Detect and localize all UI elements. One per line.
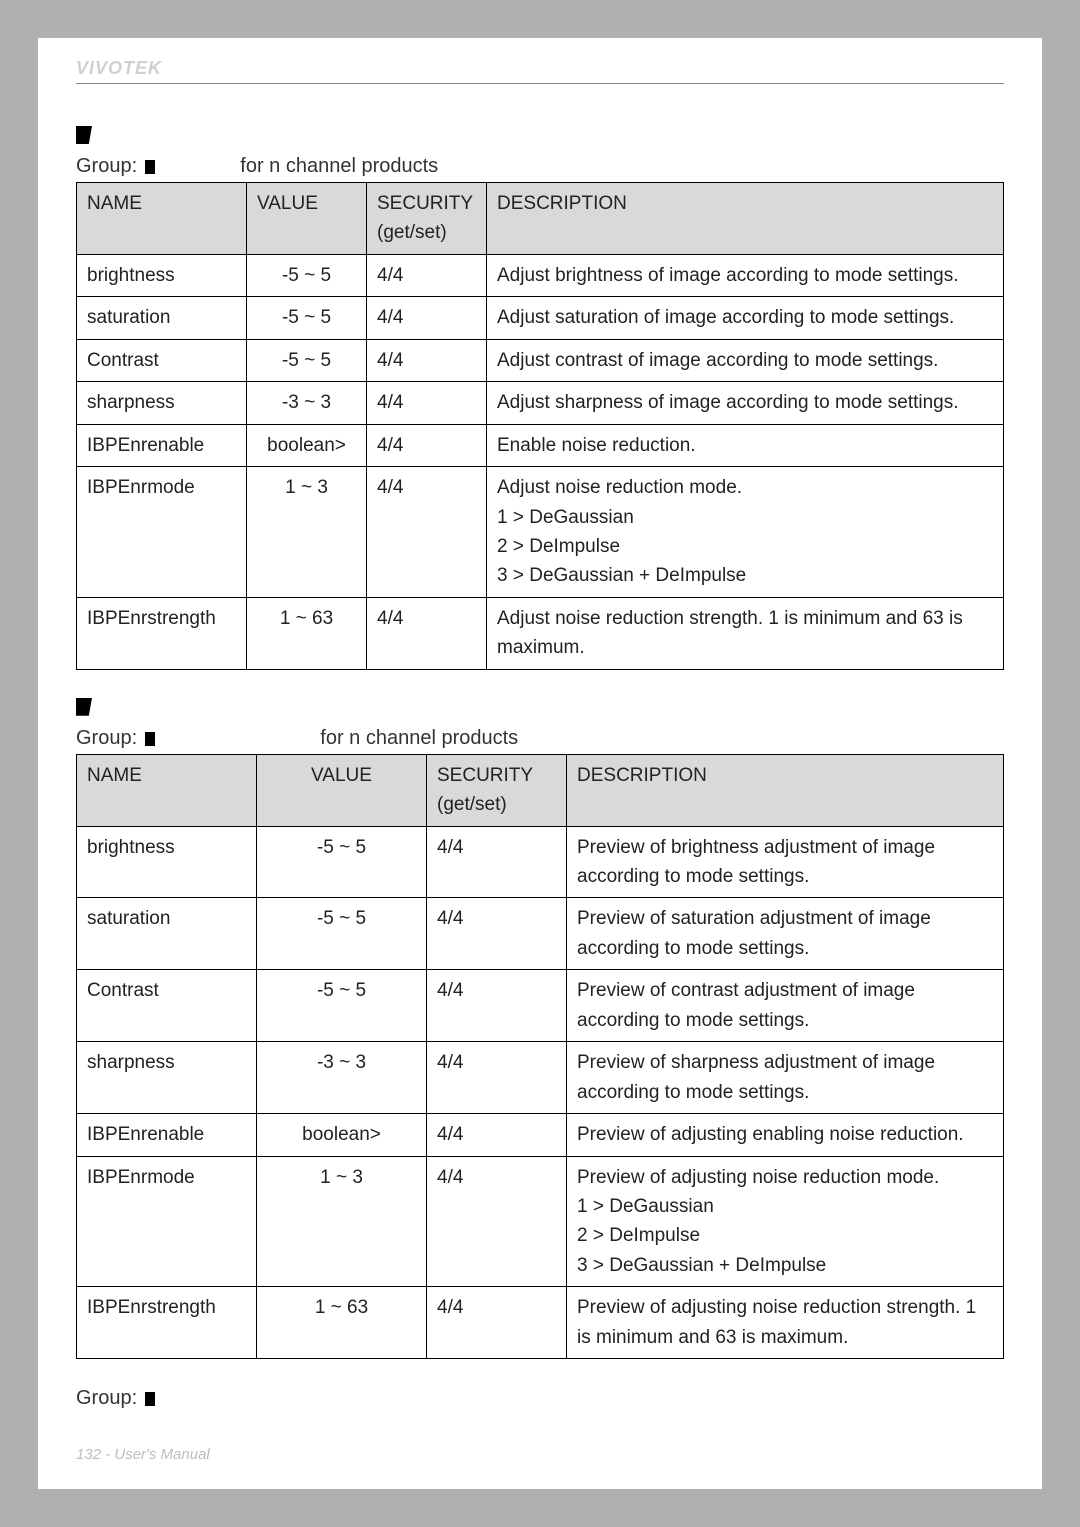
table-header-row: NAME VALUE SECURITY (get/set) DESCRIPTIO… [77,183,1004,255]
param-name: IBPEnrmode [77,467,247,598]
param-value: -3 ~ 3 [257,1042,427,1114]
group-label: Group: [76,727,137,749]
param-name: Contrast [77,970,257,1042]
group-note: for n channel products [320,727,518,749]
param-security: 4/4 [367,254,487,296]
param-desc: Adjust sharpness of image according to m… [487,382,1004,424]
table-row: IBPEnrmode1 ~ 34/4Preview of adjusting n… [77,1156,1004,1287]
group-label: Group: [76,155,137,177]
param-name: brightness [77,254,247,296]
col-desc: DESCRIPTION [487,183,1004,255]
param-name: IBPEnrmode [77,1156,257,1287]
param-security: 4/4 [427,1156,567,1287]
param-security: 4/4 [427,1042,567,1114]
col-value: VALUE [257,754,427,826]
col-value: VALUE [247,183,367,255]
group-caption-3: Group: [76,1387,1004,1410]
table-row: sharpness-3 ~ 34/4Preview of sharpness a… [77,1042,1004,1114]
param-name: sharpness [77,382,247,424]
param-desc: Preview of adjusting noise reduction str… [567,1287,1004,1359]
top-divider [76,83,1004,84]
param-name: saturation [77,898,257,970]
param-security: 4/4 [427,826,567,898]
param-security: 4/4 [367,467,487,598]
param-desc: Adjust contrast of image according to mo… [487,339,1004,381]
param-value: boolean> [257,1114,427,1156]
table-row: IBPEnrenableboolean>4/4Enable noise redu… [77,424,1004,466]
table-row: Contrast-5 ~ 54/4Adjust contrast of imag… [77,339,1004,381]
brand-label: VIVOTEK [76,58,1004,79]
col-desc: DESCRIPTION [567,754,1004,826]
param-name: sharpness [77,1042,257,1114]
table-row: brightness-5 ~ 54/4Preview of brightness… [77,826,1004,898]
param-desc: Adjust brightness of image according to … [487,254,1004,296]
table-row: saturation-5 ~ 54/4Adjust saturation of … [77,297,1004,339]
col-name: NAME [77,754,257,826]
table-row: IBPEnrmode1 ~ 34/4Adjust noise reduction… [77,467,1004,598]
table-row: sharpness-3 ~ 34/4Adjust sharpness of im… [77,382,1004,424]
param-value: -5 ~ 5 [257,826,427,898]
param-value: 1 ~ 3 [247,467,367,598]
param-value: -5 ~ 5 [247,254,367,296]
param-value: -5 ~ 5 [257,970,427,1042]
table-row: IBPEnrstrength1 ~ 634/4Preview of adjust… [77,1287,1004,1359]
bullet-icon [145,160,155,174]
param-security: 4/4 [367,297,487,339]
param-name: Contrast [77,339,247,381]
col-name: NAME [77,183,247,255]
param-value: 1 ~ 63 [257,1287,427,1359]
param-value: 1 ~ 63 [247,597,367,669]
param-security: 4/4 [427,898,567,970]
section-marker-icon [76,698,92,716]
params-table-2: NAME VALUE SECURITY (get/set) DESCRIPTIO… [76,754,1004,1359]
param-desc: Preview of contrast adjustment of image … [567,970,1004,1042]
param-desc: Adjust noise reduction strength. 1 is mi… [487,597,1004,669]
params-table-1: NAME VALUE SECURITY (get/set) DESCRIPTIO… [76,182,1004,670]
param-desc: Enable noise reduction. [487,424,1004,466]
table-row: IBPEnrstrength1 ~ 634/4Adjust noise redu… [77,597,1004,669]
param-name: brightness [77,826,257,898]
col-security: SECURITY (get/set) [427,754,567,826]
bullet-icon [145,1392,155,1406]
page-footer: 132 - User's Manual [76,1446,210,1463]
group-note: for n channel products [240,155,438,177]
param-value: -3 ~ 3 [247,382,367,424]
param-security: 4/4 [427,1114,567,1156]
param-desc: Adjust noise reduction mode. 1 > DeGauss… [487,467,1004,598]
param-security: 4/4 [367,382,487,424]
table-row: Contrast-5 ~ 54/4Preview of contrast adj… [77,970,1004,1042]
param-desc: Adjust saturation of image according to … [487,297,1004,339]
param-value: boolean> [247,424,367,466]
table-row: saturation-5 ~ 54/4Preview of saturation… [77,898,1004,970]
param-value: 1 ~ 3 [257,1156,427,1287]
param-name: IBPEnrenable [77,1114,257,1156]
param-desc: Preview of adjusting noise reduction mod… [567,1156,1004,1287]
param-name: IBPEnrenable [77,424,247,466]
param-security: 4/4 [427,970,567,1042]
param-value: -5 ~ 5 [247,339,367,381]
bullet-icon [145,732,155,746]
table-header-row: NAME VALUE SECURITY (get/set) DESCRIPTIO… [77,754,1004,826]
param-desc: Preview of brightness adjustment of imag… [567,826,1004,898]
param-name: saturation [77,297,247,339]
param-desc: Preview of sharpness adjustment of image… [567,1042,1004,1114]
section-marker-icon [76,126,92,144]
param-security: 4/4 [427,1287,567,1359]
group-caption-1: Group: for n channel products [76,155,1004,178]
param-value: -5 ~ 5 [257,898,427,970]
param-value: -5 ~ 5 [247,297,367,339]
param-desc: Preview of adjusting enabling noise redu… [567,1114,1004,1156]
table-row: IBPEnrenableboolean>4/4Preview of adjust… [77,1114,1004,1156]
param-name: IBPEnrstrength [77,1287,257,1359]
table-row: brightness-5 ~ 54/4Adjust brightness of … [77,254,1004,296]
param-name: IBPEnrstrength [77,597,247,669]
param-security: 4/4 [367,597,487,669]
page: VIVOTEK Group: for n channel products NA… [38,38,1042,1489]
param-security: 4/4 [367,339,487,381]
group-label: Group: [76,1387,137,1409]
param-security: 4/4 [367,424,487,466]
col-security: SECURITY (get/set) [367,183,487,255]
group-caption-2: Group: for n channel products [76,727,1004,750]
param-desc: Preview of saturation adjustment of imag… [567,898,1004,970]
